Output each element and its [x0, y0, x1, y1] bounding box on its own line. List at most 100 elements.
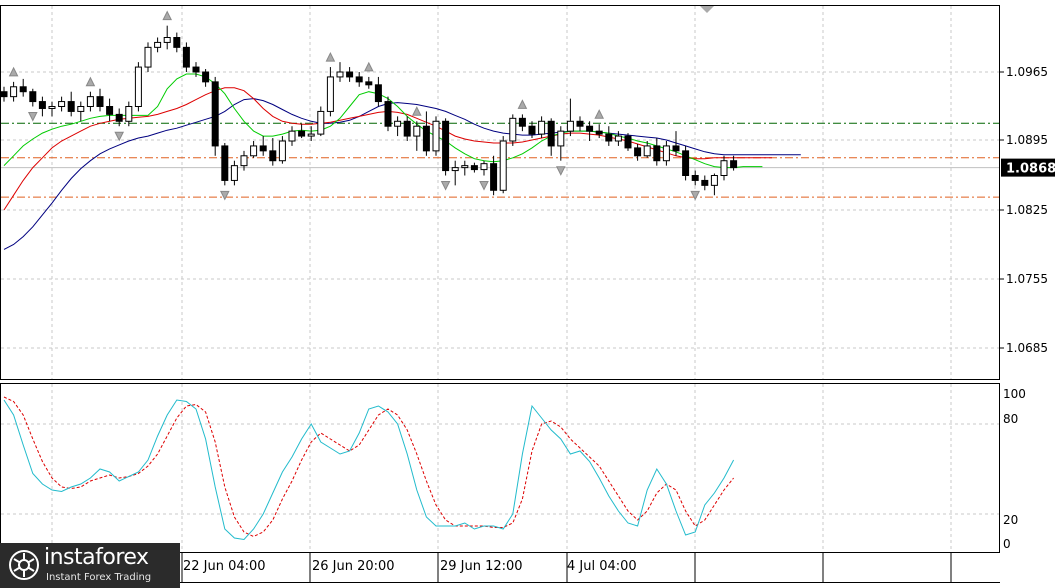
candle-body-32 — [307, 133, 315, 137]
candle-33 — [317, 106, 325, 137]
stoch-signal-line — [3, 396, 734, 538]
candle-body-19 — [182, 46, 190, 68]
candle-5 — [48, 101, 56, 117]
candle-body-39 — [374, 84, 382, 103]
candle-34 — [326, 67, 334, 117]
fractal-down-icon-2 — [219, 190, 230, 201]
price-tick-5: 1.0685 — [1006, 341, 1048, 355]
fractal-markers — [8, 10, 701, 201]
candle-body-64 — [614, 135, 622, 142]
candle-body-33 — [317, 110, 325, 135]
candle-body-73 — [701, 179, 709, 186]
candle-21 — [202, 69, 210, 87]
candle-65 — [624, 133, 632, 151]
fractal-up-icon-1 — [85, 76, 96, 87]
candle-69 — [662, 141, 670, 166]
candle-42 — [403, 116, 411, 141]
stoch-tick-0: 0 — [1003, 537, 1011, 551]
candle-54 — [518, 114, 526, 132]
candle-body-60 — [576, 120, 584, 127]
time-label-3: 29 Jun 12:00 — [440, 559, 523, 574]
candle-13 — [125, 101, 133, 127]
grid-lines — [1, 6, 999, 582]
candle-30 — [288, 126, 296, 146]
instaforex-logo-icon — [9, 550, 39, 580]
candle-72 — [691, 170, 699, 186]
time-axis: 22 Jun 04:00 26 Jun 20:00 29 Jun 12:00 4… — [183, 559, 637, 574]
candle-20 — [192, 62, 200, 77]
time-label-2: 26 Jun 20:00 — [312, 559, 395, 574]
candle-body-69 — [662, 145, 670, 162]
fractal-up-icon-6 — [517, 99, 528, 109]
fractal-up-icon-5 — [411, 106, 422, 116]
stoch-tick-100: 100 — [1003, 387, 1026, 401]
chart-shift-icon[interactable] — [700, 6, 714, 13]
candle-25 — [240, 150, 248, 171]
logo-tagline: Instant Forex Trading — [46, 572, 152, 583]
candle-body-26 — [250, 145, 258, 157]
current-price-label: 1.0868 — [1006, 162, 1056, 177]
candle-24 — [230, 160, 238, 186]
candle-body-50 — [480, 163, 488, 171]
candles — [0, 25, 738, 196]
candle-61 — [586, 121, 594, 141]
candle-44 — [422, 111, 430, 156]
candle-body-74 — [710, 175, 718, 186]
candle-58 — [557, 126, 565, 161]
candle-body-35 — [336, 71, 344, 78]
candle-body-16 — [154, 41, 162, 48]
candle-body-14 — [134, 66, 142, 107]
candle-body-37 — [355, 76, 363, 83]
candle-3 — [29, 88, 37, 107]
stochastic-axis: 100 80 20 0 — [1003, 387, 1026, 551]
fractal-down-icon-0 — [27, 112, 38, 122]
candle-body-36 — [346, 71, 354, 78]
fractal-up-icon-7 — [594, 109, 605, 119]
candle-45 — [432, 116, 440, 156]
candle-body-30 — [288, 130, 296, 142]
candle-9 — [86, 91, 94, 112]
candle-1 — [10, 81, 18, 102]
fractal-down-icon-1 — [114, 131, 125, 142]
candle-60 — [576, 116, 584, 132]
candle-46 — [442, 118, 450, 176]
candle-17 — [163, 25, 171, 50]
candle-body-2 — [19, 86, 27, 93]
candle-body-9 — [86, 96, 94, 108]
candle-body-67 — [643, 145, 651, 157]
candle-15 — [144, 42, 152, 72]
fractal-up-icon-0 — [8, 66, 19, 77]
fractal-up-icon-4 — [363, 61, 374, 72]
candle-67 — [643, 141, 651, 158]
candle-body-20 — [192, 66, 200, 73]
candle-35 — [336, 62, 344, 82]
candle-body-46 — [442, 120, 450, 172]
fractal-down-icon-4 — [479, 181, 489, 191]
candle-body-61 — [586, 125, 594, 132]
candle-body-17 — [163, 37, 171, 43]
candle-body-48 — [461, 165, 469, 169]
candle-body-6 — [58, 101, 66, 107]
main-pane-frame — [0, 5, 1000, 380]
candle-74 — [710, 173, 718, 196]
candle-63 — [605, 126, 613, 146]
candle-body-10 — [96, 96, 104, 108]
candle-body-4 — [38, 101, 46, 109]
price-tick-1: 1.0965 — [1006, 65, 1048, 79]
candle-41 — [394, 116, 402, 137]
candle-2 — [19, 78, 27, 97]
candle-body-51 — [490, 163, 498, 191]
candle-51 — [490, 155, 498, 196]
stochastic-lines — [3, 396, 735, 541]
fractal-down-icon-6 — [690, 190, 701, 201]
candle-body-28 — [269, 150, 277, 162]
fractal-up-icon-2 — [162, 10, 173, 21]
candle-11 — [106, 98, 114, 122]
candle-71 — [682, 145, 690, 181]
time-label-1: 22 Jun 04:00 — [183, 559, 266, 574]
candle-50 — [480, 160, 488, 176]
candle-53 — [509, 114, 517, 146]
candle-38 — [365, 76, 373, 89]
candle-body-45 — [432, 120, 440, 152]
